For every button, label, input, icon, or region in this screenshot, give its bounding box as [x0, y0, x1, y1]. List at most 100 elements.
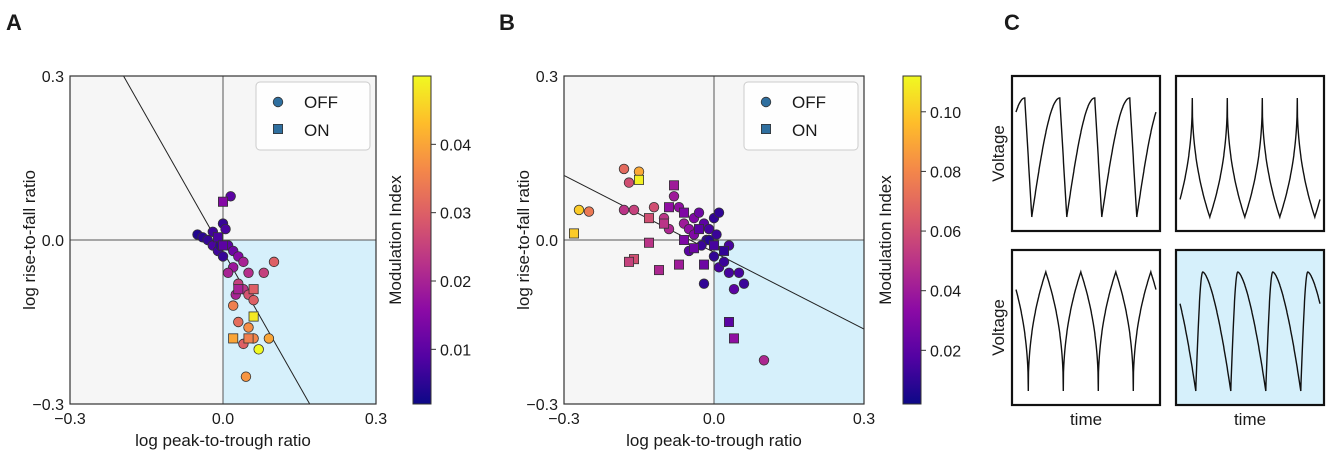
- panel-c-xlabel-bottom-left: time: [1070, 410, 1102, 429]
- panel-b-xlabel: log peak-to-trough ratio: [626, 431, 802, 450]
- panel-b-point-on-4: [644, 213, 655, 224]
- panel-b-xtick-label: −0.3: [548, 411, 580, 428]
- panel-b-point-off-1: [583, 206, 595, 217]
- panel-a-ytick-label: 0.3: [42, 69, 64, 86]
- panel-c-waveforms: Voltage Voltage time time: [989, 74, 1326, 429]
- panel-b-point-off-17: [703, 223, 715, 235]
- panel-b-point-on-14: [719, 245, 730, 256]
- panel-a-colorbar: [412, 75, 432, 405]
- panel-a-point-on-2: [233, 284, 244, 295]
- panel-a-point-off-26: [263, 333, 275, 344]
- panel-c-top-left-frame: [1010, 74, 1162, 233]
- panel-b-frame: [563, 75, 865, 405]
- panel-b-point-off-22: [708, 251, 720, 262]
- panel-c-top-right-waveform: [1179, 97, 1321, 220]
- panel-c-ylabel-top-left: Voltage: [989, 125, 1008, 182]
- panel-a-colorbar-tick-label: 0.04: [440, 137, 471, 154]
- panel-b-point-off-24: [718, 256, 730, 268]
- panel-a-point-on-6: [228, 333, 239, 344]
- panel-b-point-on-0: [569, 228, 580, 239]
- panel-a-ytick-label: 0.0: [42, 233, 64, 250]
- panel-c-bottom-right-waveform: [1179, 271, 1321, 392]
- panel-b-point-on-15: [724, 316, 735, 327]
- panel-b-point-on-16: [729, 333, 740, 344]
- panel-a-point-on-7: [217, 240, 228, 251]
- panel-a-point-off-24: [268, 256, 280, 268]
- panel-b-colorbar-tick-label: 0.02: [930, 343, 961, 360]
- panel-a-point-off-28: [240, 371, 252, 382]
- panel-b-point-on-9: [624, 256, 635, 267]
- panel-a-point-off-10: [238, 256, 249, 268]
- panel-a-legend-label-on: ON: [304, 121, 330, 140]
- panel-b-point-off-0: [573, 204, 585, 216]
- panel-b-point-off-25: [723, 267, 735, 279]
- panel-a-point-on-4: [248, 311, 259, 322]
- panel-a-point-off-11: [243, 267, 254, 279]
- panel-a-point-off-14: [222, 267, 234, 279]
- panel-a-legend-marker-off: [272, 96, 284, 108]
- panel-b-point-off-29: [728, 284, 740, 295]
- panel-b-point-on-1: [634, 174, 645, 185]
- panel-b-colorbar-label: Modulation Index: [876, 175, 895, 305]
- panel-a-point-off-30: [217, 251, 229, 262]
- panel-b-colorbar: [902, 75, 922, 405]
- panel-a-frame: [69, 75, 377, 405]
- panel-b-legend-marker-off: [760, 96, 772, 108]
- panel-a-colorbar-label: Modulation Index: [386, 175, 405, 305]
- panel-a-point-off-6: [220, 223, 231, 235]
- panel-b-colorbar-tick-label: 0.08: [930, 164, 961, 181]
- panel-b-ytick-label: −0.3: [526, 397, 558, 414]
- panel-b-point-on-12: [674, 259, 685, 270]
- panel-b-point-off-10: [668, 191, 680, 202]
- panel-b-point-on-3: [664, 202, 675, 213]
- panel-a-colorbar-tick-label: 0.02: [440, 274, 471, 291]
- panel-b-point-on-7: [694, 224, 705, 235]
- panel-b-colorbar-tick-label: 0.06: [930, 224, 961, 241]
- panel-b-point-on-17: [679, 234, 690, 245]
- panel-b-ylabel: log rise-to-fall ratio: [514, 170, 533, 310]
- panel-b-xtick-label: 0.0: [703, 411, 725, 428]
- panel-a-point-on-5: [243, 333, 254, 344]
- panel-b-point-on-5: [659, 218, 670, 229]
- panel-a-ytick-label: −0.3: [32, 397, 64, 414]
- panel-b-legend-label-off: OFF: [792, 93, 826, 112]
- panel-b-point-off-31: [713, 207, 725, 218]
- panel-b-point-on-10: [644, 237, 655, 248]
- panel-b-scatter: −0.3 0.0 0.3 −0.3 0.0 0.3 log peak-to-trough r…: [514, 69, 961, 450]
- panel-letter-a: A: [6, 10, 22, 35]
- panel-b-legend-label-on: ON: [792, 121, 818, 140]
- panel-a-xtick-label: −0.3: [54, 411, 86, 428]
- panel-c-bottom-left-frame: [1010, 248, 1162, 407]
- panel-a-point-off-20: [233, 316, 244, 328]
- panel-b-ytick-label: 0.0: [536, 233, 558, 250]
- panel-a-xtick-label: 0.0: [212, 411, 234, 428]
- panel-a-point-off-25: [258, 267, 270, 279]
- panel-b-point-off-26: [698, 278, 710, 289]
- panel-b-ytick-label: 0.3: [536, 69, 558, 86]
- panel-a-point-off-21: [243, 322, 254, 333]
- panel-a-scatter: −0.3 0.0 0.3 −0.3 0.0 0.3 log peak-to-trough r…: [20, 69, 471, 450]
- panel-a-point-off-27: [253, 344, 264, 355]
- panel-letter-c: C: [1004, 10, 1020, 35]
- panel-b-legend-marker-on: [761, 124, 772, 135]
- panel-b-colorbar-tick-label: 0.10: [930, 105, 961, 122]
- panel-c-top-left-waveform: [1015, 97, 1157, 218]
- panel-a-point-off-12: [225, 191, 236, 202]
- panel-b-point-on-6: [679, 207, 690, 218]
- panel-b-point-off-2: [618, 163, 630, 175]
- panel-letter-b: B: [499, 10, 515, 35]
- panel-c-top-right-frame: [1174, 74, 1326, 233]
- panel-b-point-off-28: [738, 278, 750, 289]
- panel-b-shaded-quadrant: [714, 240, 864, 404]
- panel-c-bottom-right-frame: [1174, 248, 1326, 407]
- panel-b-point-off-15: [693, 207, 705, 218]
- panel-b-point-on-11: [654, 265, 665, 276]
- panel-b-xtick-label: 0.3: [853, 411, 875, 428]
- panel-b-point-off-30: [758, 355, 770, 366]
- panel-b-colorbar-tick-label: 0.04: [930, 284, 961, 301]
- panel-b-point-on-19: [689, 243, 700, 254]
- panel-a-point-on-0: [217, 196, 228, 207]
- panel-a-point-on-1: [212, 232, 223, 243]
- panel-a-legend-marker-on: [272, 124, 283, 135]
